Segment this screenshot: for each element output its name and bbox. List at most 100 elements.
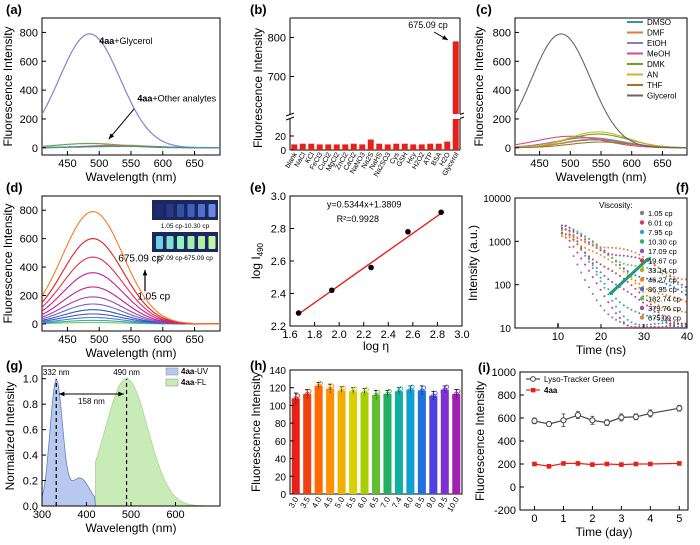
decay-point	[572, 233, 575, 236]
decay-point	[638, 286, 641, 289]
decay-point	[595, 270, 598, 273]
decay-point	[611, 299, 614, 302]
y-tick-label-e: 2.2	[271, 321, 286, 333]
decay-point	[626, 263, 629, 266]
decay-point	[607, 246, 610, 249]
data-point	[560, 417, 567, 424]
decay-point	[615, 297, 617, 300]
decay-point	[580, 235, 583, 238]
decay-point	[626, 324, 629, 327]
x-tick-label-h: 6.0	[356, 495, 370, 510]
y-tick-label-g: 0.0	[23, 501, 38, 513]
decay-point	[622, 262, 625, 265]
decay-point	[634, 256, 637, 259]
decay-point	[568, 230, 571, 233]
decay-point	[599, 276, 602, 279]
decay-point	[580, 245, 583, 247]
decay-point	[673, 309, 676, 312]
decay-point	[638, 312, 641, 315]
decay-point	[634, 287, 637, 290]
decay-point	[599, 249, 602, 252]
series-line	[514, 131, 687, 149]
decay-point	[673, 296, 676, 299]
decay-point	[634, 279, 637, 282]
panel-label: (a)	[6, 2, 22, 17]
decay-point	[603, 286, 606, 289]
decay-point	[618, 320, 621, 323]
decay-point	[673, 275, 676, 278]
decay-point	[626, 306, 629, 309]
decay-point	[615, 305, 617, 308]
decay-point	[611, 253, 614, 256]
decay-point	[607, 301, 610, 304]
x-tick-label-e: 2.2	[356, 329, 371, 341]
x-tick-label-d: 500	[90, 334, 108, 346]
decay-point	[618, 317, 621, 319]
decay-point	[642, 290, 645, 293]
decay-point	[684, 322, 687, 325]
bar	[383, 393, 392, 494]
x-tick-label-f: 30	[638, 331, 650, 343]
y-tick-label-h: 120	[269, 384, 286, 395]
decay-point	[607, 293, 610, 296]
decay-point	[646, 288, 648, 291]
y-tick-label-h: 0	[280, 490, 286, 501]
x-tick-label-a: 450	[58, 158, 76, 170]
decay-point	[622, 254, 625, 257]
series-line	[514, 33, 687, 149]
decay-point	[669, 324, 672, 327]
legend-label: Lyso-Tracker Green	[544, 375, 615, 384]
decay-point	[611, 281, 614, 283]
x-tick-label-h: 8.0	[402, 495, 416, 510]
legend-label: 1.05 cp	[648, 209, 673, 218]
decay-point	[638, 257, 641, 260]
x-tick-label-f: 10	[552, 331, 564, 343]
legend-label-part: -FL	[194, 378, 207, 387]
bar	[401, 143, 408, 150]
x-tick-label-h: 3.0	[287, 495, 301, 510]
decay-point	[607, 258, 610, 261]
decay-point	[603, 246, 606, 249]
bar	[316, 144, 323, 150]
decay-point	[661, 314, 664, 317]
panel-label: (d)	[6, 180, 23, 195]
decay-point	[591, 264, 594, 267]
decay-point	[657, 280, 660, 283]
decay-point	[576, 240, 579, 243]
legend-label-part: 4aa	[181, 367, 195, 376]
decay-point	[588, 248, 590, 251]
bar-break-gap	[451, 114, 460, 119]
decay-point	[649, 278, 652, 281]
y-tick-label-b: 20	[275, 132, 287, 143]
decay-point	[630, 326, 633, 329]
x-tick-label-f: 40	[681, 331, 693, 343]
y-tick-label-e: 2.4	[271, 289, 286, 301]
decay-point	[618, 275, 621, 277]
decay-point	[607, 267, 610, 270]
x-tick-label-g: 500	[122, 509, 140, 521]
decay-point	[603, 265, 606, 268]
decay-point	[588, 255, 590, 258]
decay-point	[584, 246, 587, 249]
x-tick-label-e: 1.8	[307, 329, 322, 341]
decay-point	[677, 310, 679, 312]
decay-point	[665, 294, 668, 297]
decay-point	[653, 326, 656, 329]
legend-label: DMK	[647, 60, 665, 69]
panel-label: (i)	[478, 360, 490, 375]
decay-point	[603, 249, 606, 252]
y-axis-label: Fluorescence Intensity	[1, 203, 15, 323]
decay-point	[638, 291, 641, 294]
decay-point	[626, 318, 629, 321]
replicate-point	[398, 386, 404, 391]
decay-point	[673, 278, 676, 281]
series-line	[534, 462, 680, 467]
y-tick-label-d: 600	[20, 234, 38, 246]
decay-point	[595, 273, 598, 276]
replicate-point	[352, 386, 358, 391]
decay-point	[634, 295, 637, 298]
decay-point	[634, 274, 637, 277]
trend-arrow	[608, 257, 650, 296]
decay-point	[665, 271, 668, 274]
